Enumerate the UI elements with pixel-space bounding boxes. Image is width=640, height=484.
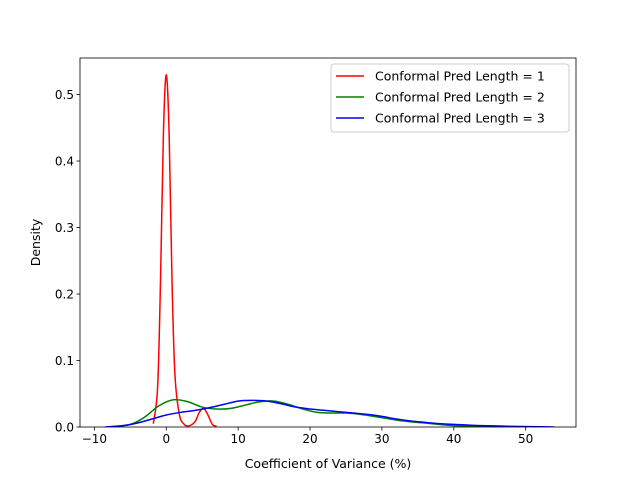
series-line-3 xyxy=(105,399,555,427)
y-tick-label: 0.2 xyxy=(55,287,74,301)
x-tick-label: 20 xyxy=(302,432,317,446)
y-tick-label: 0.5 xyxy=(55,88,74,102)
y-tick-label: 0.3 xyxy=(55,221,74,235)
x-tick-label: 40 xyxy=(446,432,461,446)
plot-area xyxy=(105,73,555,427)
y-tick-label: 0.4 xyxy=(55,154,74,168)
x-tick-label: 0 xyxy=(162,432,170,446)
legend: Conformal Pred Length = 1 Conformal Pred … xyxy=(330,63,570,133)
x-tick-label: 10 xyxy=(231,432,246,446)
legend-label-1: Conformal Pred Length = 1 xyxy=(375,69,545,84)
y-axis-label: Density xyxy=(28,218,43,266)
legend-box xyxy=(330,63,570,133)
legend-label-2: Conformal Pred Length = 2 xyxy=(375,90,545,105)
y-tick-label: 0.0 xyxy=(55,420,74,434)
series-line-2 xyxy=(108,398,512,427)
x-tick-label: −10 xyxy=(82,432,107,446)
legend-label-3: Conformal Pred Length = 3 xyxy=(375,111,545,126)
axes: −10 0 10 20 30 40 50 0.0 0.1 0.2 0.3 0.4 0.5 Coeffici… xyxy=(28,57,577,471)
y-tick-label: 0.1 xyxy=(55,354,74,368)
axes-frame xyxy=(79,57,577,428)
x-tick-label: 30 xyxy=(374,432,389,446)
x-tick-label: 50 xyxy=(518,432,533,446)
series-group xyxy=(105,73,555,427)
x-axis-label: Coefficient of Variance (%) xyxy=(245,456,412,471)
